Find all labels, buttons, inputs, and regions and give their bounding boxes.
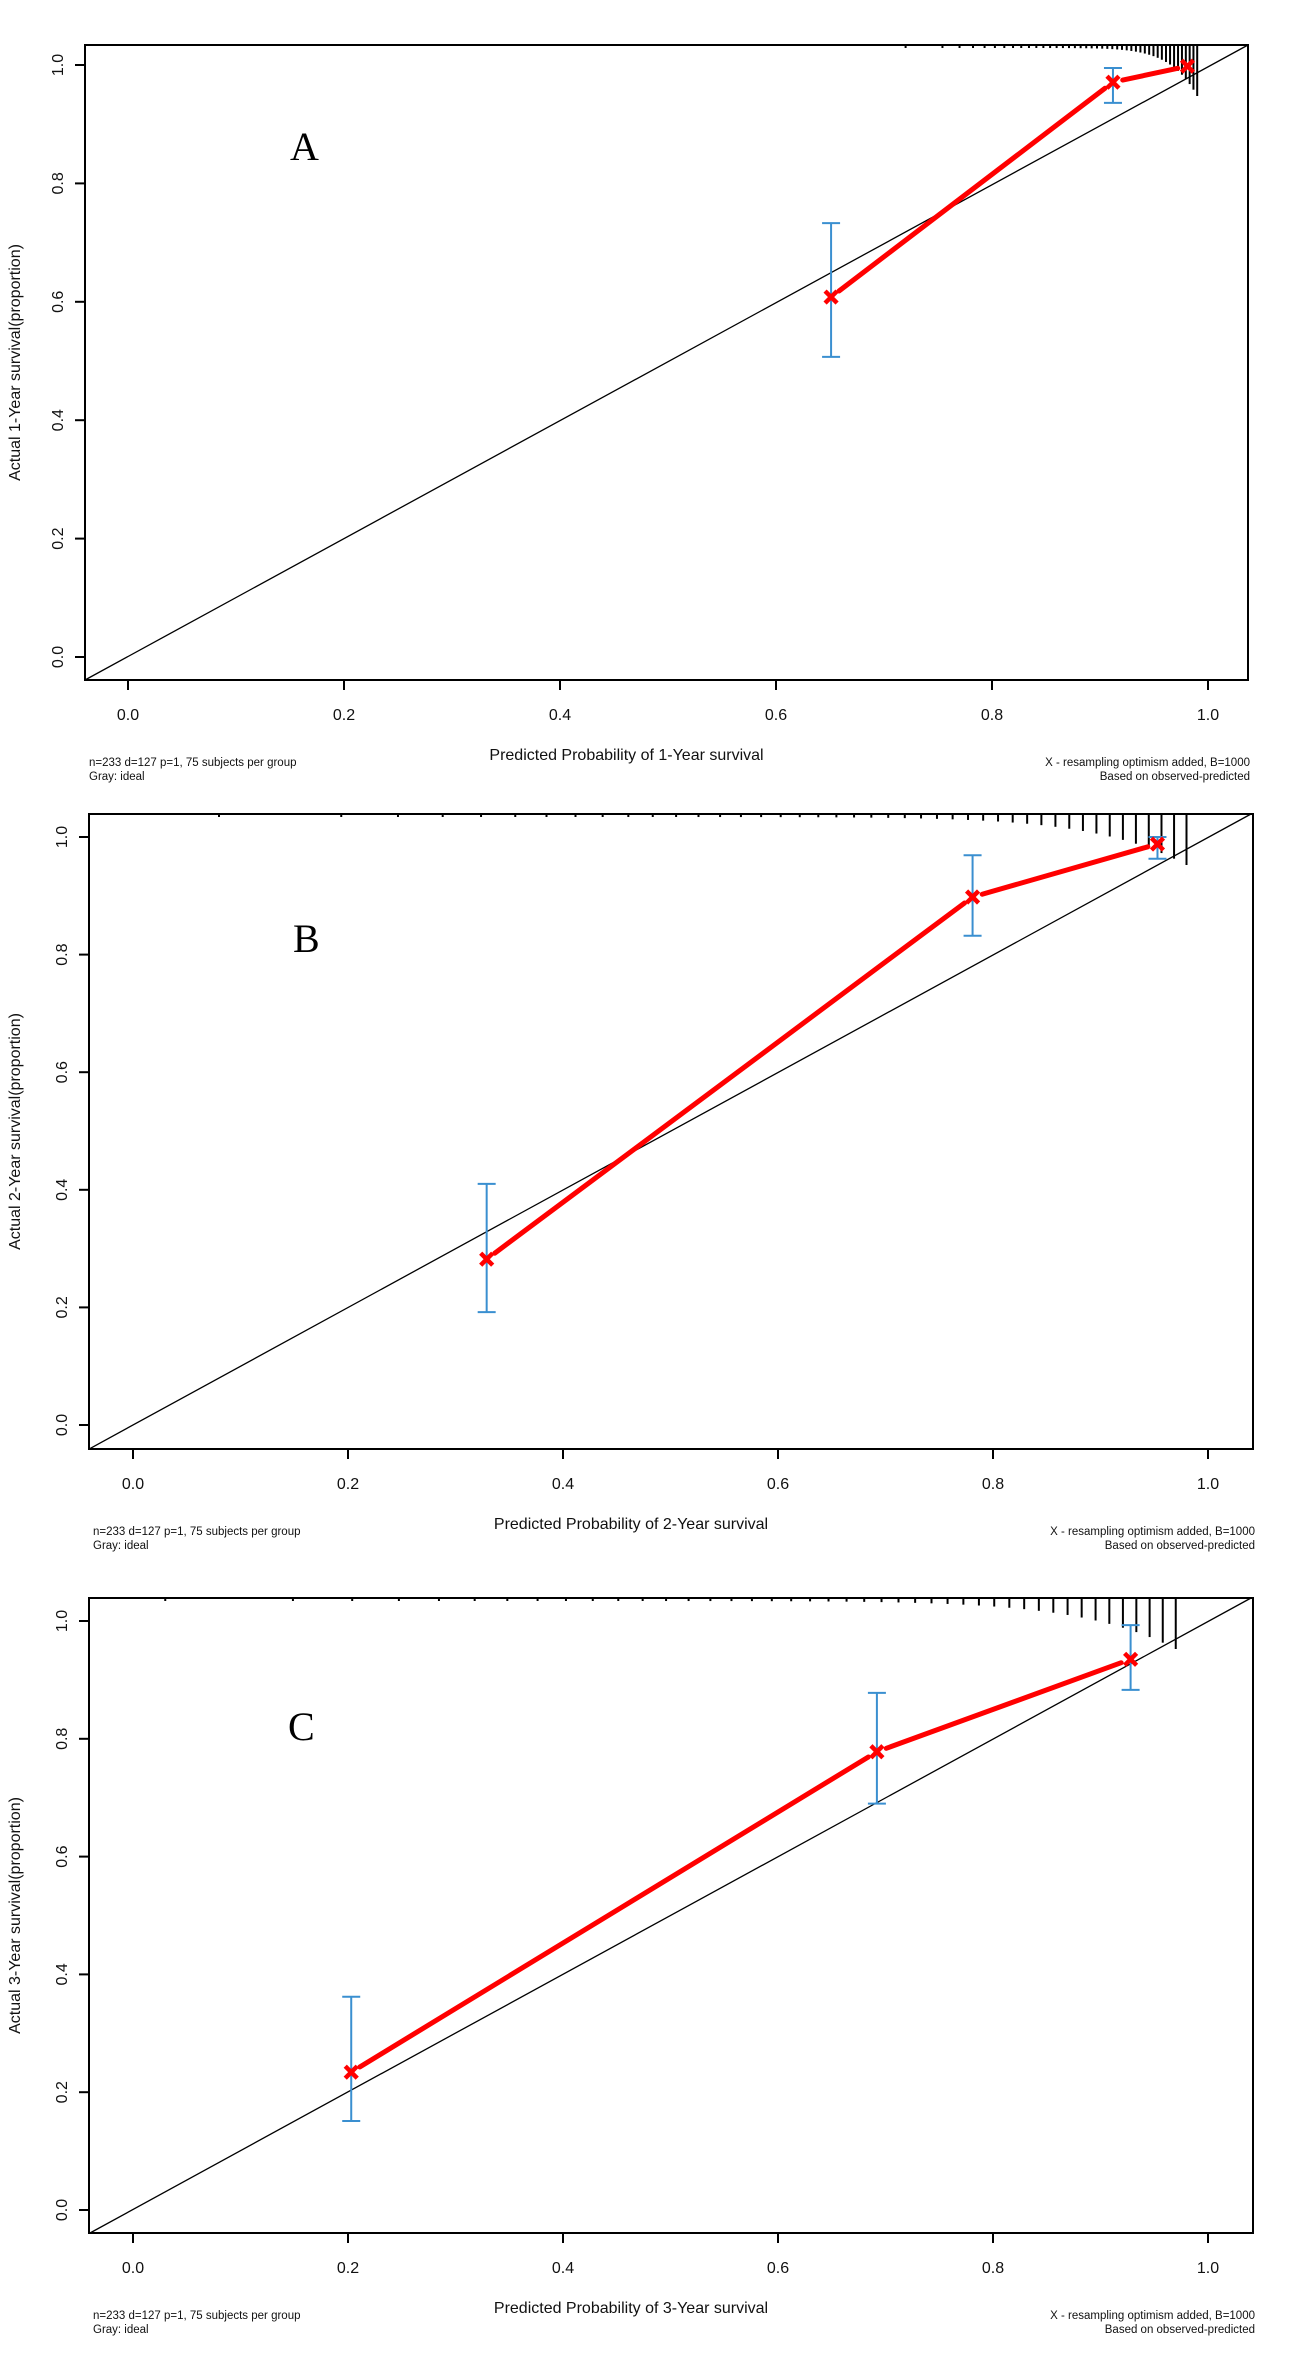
marker-stroke: [869, 1744, 885, 1760]
plot-frame: [84, 44, 1249, 681]
x-tick-label: 0.2: [333, 707, 355, 724]
y-tick-label: 0.2: [54, 1296, 71, 1318]
ideal-line: [84, 44, 1249, 681]
x-tick-label: 1.0: [1197, 1476, 1219, 1493]
x-axis-title: Predicted Probability of 2-Year survival: [494, 1516, 768, 1533]
ideal-line: [89, 813, 1252, 1450]
note-left-1: n=233 d=127 p=1, 75 subjects per group: [93, 1526, 300, 1538]
calibration-plot-b: B Predicted Probability of 2-Year surviv…: [7, 813, 1255, 1552]
calibration-plot-c: C Predicted Probability of 3-Year surviv…: [7, 1597, 1255, 2336]
note-right-1: X - resampling optimism added, B=1000: [1050, 2310, 1255, 2322]
panel-label: A: [290, 124, 319, 169]
x-tick-label: 0.2: [337, 1476, 359, 1493]
note-right-2: Based on observed-predicted: [1105, 1540, 1255, 1552]
calibration-line: [836, 85, 1108, 294]
note-right-2: Based on observed-predicted: [1105, 2324, 1255, 2336]
note-right-2: Based on observed-predicted: [1100, 771, 1250, 783]
y-tick-label: 0.4: [54, 1963, 71, 1985]
x-axis-title: Predicted Probability of 3-Year survival: [494, 2300, 768, 2317]
y-tick-label: 0.8: [50, 172, 67, 194]
y-tick-label: 0.4: [54, 1179, 71, 1201]
y-axis-title: Actual 1-Year survival(proportion): [7, 244, 24, 481]
calibration-line: [357, 1754, 871, 2070]
x-tick-label: 0.4: [552, 2260, 574, 2277]
calibration-point: [479, 1251, 495, 1267]
y-axis-title: Actual 2-Year survival(proportion): [7, 1013, 24, 1250]
x-tick-label: 0.4: [552, 1476, 574, 1493]
panel-label: C: [288, 1704, 315, 1749]
calibration-point: [964, 889, 981, 905]
calibration-line: [979, 844, 1151, 897]
note-left-2: Gray: ideal: [93, 1540, 149, 1552]
note-left-2: Gray: ideal: [93, 2324, 149, 2336]
x-tick-label: 0.8: [982, 1476, 1004, 1493]
x-tick-label: 1.0: [1197, 2260, 1219, 2277]
y-tick-label: 0.2: [50, 527, 67, 549]
note-left-2: Gray: ideal: [89, 771, 145, 783]
y-tick-label: 1.0: [54, 1610, 71, 1632]
calibration-point: [1105, 74, 1121, 90]
calibration-point: [823, 289, 839, 305]
plot-frame: [88, 813, 1254, 1450]
y-tick-label: 0.4: [50, 409, 67, 431]
y-tick-label: 0.8: [54, 943, 71, 965]
calibration-line: [492, 900, 968, 1256]
y-tick-label: 0.0: [50, 646, 67, 668]
y-tick-label: 0.6: [54, 1061, 71, 1083]
plot-frame: [88, 1597, 1254, 2234]
note-left-1: n=233 d=127 p=1, 75 subjects per group: [89, 757, 296, 769]
note-right-1: X - resampling optimism added, B=1000: [1045, 757, 1250, 769]
calibration-line: [1120, 65, 1181, 83]
x-tick-label: 0.0: [122, 1476, 144, 1493]
y-tick-label: 0.2: [54, 2081, 71, 2103]
marker-stroke: [1149, 836, 1166, 852]
calibration-line: [883, 1660, 1124, 1751]
y-tick-label: 0.8: [54, 1728, 71, 1750]
y-axis-title: Actual 3-Year survival(proportion): [7, 1797, 24, 2034]
marker-stroke: [479, 1251, 495, 1267]
y-tick-label: 0.6: [54, 1845, 71, 1867]
x-tick-label: 0.0: [122, 2260, 144, 2277]
x-tick-label: 0.0: [117, 707, 139, 724]
calibration-point: [869, 1744, 885, 1760]
marker-stroke: [1179, 58, 1196, 74]
marker-stroke: [1123, 1651, 1139, 1667]
y-tick-label: 0.6: [50, 291, 67, 313]
marker-stroke: [343, 2064, 359, 2080]
marker-stroke: [823, 289, 839, 305]
note-right-1: X - resampling optimism added, B=1000: [1050, 1526, 1255, 1538]
x-tick-label: 0.8: [981, 707, 1003, 724]
x-tick-label: 0.4: [549, 707, 571, 724]
x-tick-label: 1.0: [1197, 707, 1219, 724]
x-axis-title: Predicted Probability of 1-Year survival: [489, 747, 763, 764]
x-tick-label: 0.6: [767, 2260, 789, 2277]
calibration-point: [1179, 58, 1196, 74]
note-left-1: n=233 d=127 p=1, 75 subjects per group: [93, 2310, 300, 2322]
ideal-line: [89, 1597, 1252, 2234]
y-tick-label: 1.0: [50, 54, 67, 76]
calibration-plot-a: A Predicted Probability of 1-Year surviv…: [7, 44, 1250, 783]
marker-stroke: [964, 889, 981, 905]
x-tick-label: 0.8: [982, 2260, 1004, 2277]
x-tick-label: 0.6: [765, 707, 787, 724]
calibration-point: [1123, 1651, 1139, 1667]
y-tick-label: 0.0: [54, 2199, 71, 2221]
calibration-point: [1149, 836, 1166, 852]
panel-label: B: [293, 916, 320, 961]
marker-stroke: [1105, 74, 1121, 90]
calibration-point: [343, 2064, 359, 2080]
y-tick-label: 0.0: [54, 1414, 71, 1436]
x-tick-label: 0.2: [337, 2260, 359, 2277]
x-tick-label: 0.6: [767, 1476, 789, 1493]
y-tick-label: 1.0: [54, 826, 71, 848]
